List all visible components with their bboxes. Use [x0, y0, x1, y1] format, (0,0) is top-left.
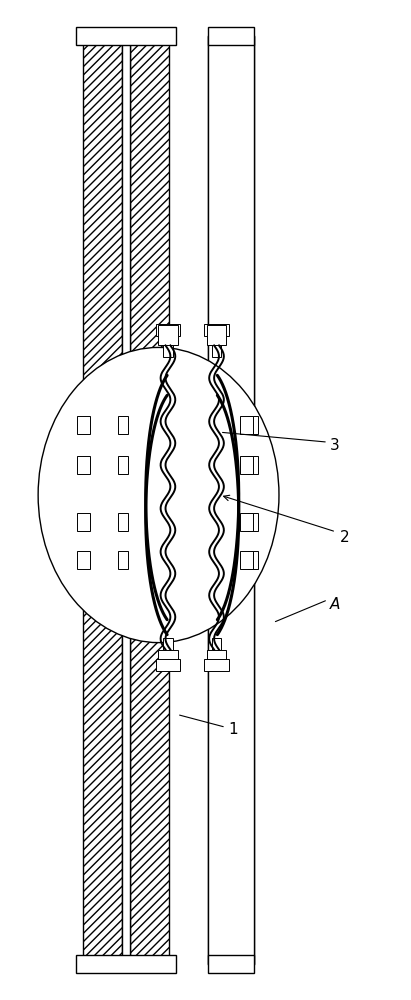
Bar [248, 551, 259, 569]
Bar [248, 456, 259, 474]
Bar [156, 659, 180, 671]
Bar [163, 638, 173, 650]
Bar [83, 36, 122, 964]
Bar [240, 456, 253, 474]
Bar [207, 325, 226, 345]
Bar [76, 551, 90, 569]
Bar [204, 324, 229, 336]
Text: 1: 1 [228, 722, 238, 737]
Bar [156, 324, 180, 336]
Ellipse shape [38, 347, 279, 643]
Bar [76, 955, 176, 973]
Bar [240, 416, 253, 434]
Bar [216, 36, 254, 964]
Bar [208, 36, 246, 964]
Bar [216, 36, 254, 964]
Bar [76, 416, 90, 434]
Bar [240, 551, 253, 569]
Bar [122, 36, 130, 964]
Bar [240, 513, 253, 531]
Bar [248, 513, 259, 531]
Text: 2: 2 [340, 530, 350, 545]
Bar [163, 345, 173, 357]
Bar [208, 36, 246, 964]
Text: A: A [330, 597, 340, 612]
Bar [158, 650, 178, 670]
Bar [76, 456, 90, 474]
Bar [212, 638, 222, 650]
Bar [208, 955, 254, 973]
Bar [158, 325, 178, 345]
Bar [248, 416, 259, 434]
Bar [130, 36, 169, 964]
Bar [208, 36, 254, 964]
Bar [212, 345, 222, 357]
Bar [130, 36, 169, 964]
Bar [83, 36, 122, 964]
Bar [204, 659, 229, 671]
Text: 3: 3 [330, 438, 340, 453]
Bar [76, 27, 176, 45]
Bar [118, 456, 128, 474]
Bar [76, 513, 90, 531]
Bar [208, 27, 254, 45]
Bar [118, 551, 128, 569]
Bar [118, 416, 128, 434]
Bar [207, 650, 226, 670]
Bar [118, 513, 128, 531]
